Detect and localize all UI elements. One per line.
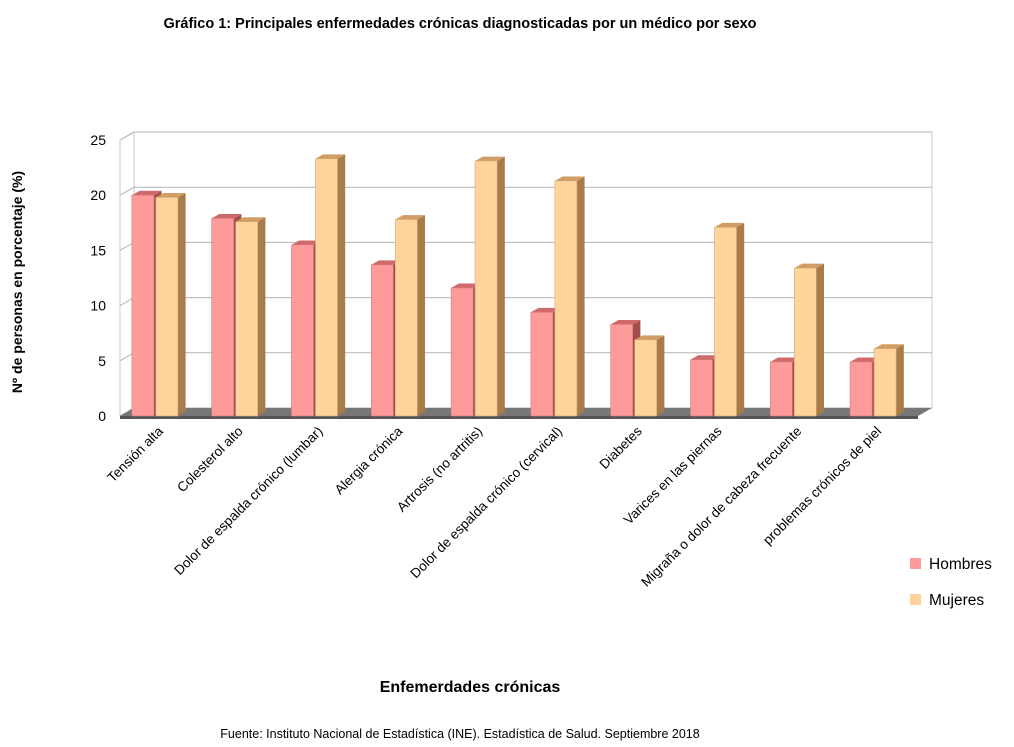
chart-title: Gráfico 1: Principales enfermedades crón… [163, 16, 757, 32]
bar-mujeres-9 [873, 344, 904, 417]
bar-top [315, 154, 346, 159]
bar-top [155, 193, 186, 198]
bar-top [714, 222, 745, 228]
x-tick-label: Alergia crónica [332, 423, 406, 497]
bar-front [315, 158, 338, 417]
bar-mujeres-0 [155, 193, 186, 417]
legend-label: Mujeres [929, 592, 984, 609]
bar-front [634, 339, 658, 417]
bar-front [394, 219, 418, 417]
bar-top [211, 213, 242, 219]
bar-front [474, 160, 498, 417]
bar-top [794, 263, 824, 269]
bar-front [155, 197, 179, 417]
plot-floor-edge [120, 416, 918, 419]
bar-mujeres-2 [315, 154, 346, 417]
y-axis-label: Nº de personas en porcentaje (%) [9, 171, 25, 393]
y-tick-label: 0 [98, 408, 106, 424]
bar-top [610, 319, 641, 325]
bar-mujeres-7 [714, 222, 745, 417]
bar-top [770, 357, 800, 362]
x-tick-label: Dolor de espalda crónico (lumbar) [171, 424, 325, 578]
gridline [119, 131, 932, 141]
x-tick-label: Dolor de espalda crónico (cervical) [407, 424, 565, 582]
bar-side [816, 263, 824, 416]
bar-top [235, 217, 266, 222]
bar-front [554, 180, 578, 417]
bar-front [211, 218, 234, 417]
bar-top [634, 335, 665, 340]
bar-side [257, 217, 266, 416]
bar-top [530, 307, 561, 313]
x-tick-label: Artrosis (no artritis) [394, 424, 485, 515]
bar-top [291, 240, 322, 245]
y-tick-label: 25 [90, 132, 106, 148]
legend: Hombres Mujeres [910, 556, 992, 609]
bar-top [371, 260, 401, 265]
bar-front [769, 361, 793, 417]
bar-front [235, 221, 258, 417]
bar-front [849, 361, 873, 417]
y-tick-label: 15 [90, 242, 106, 258]
bar-side [337, 154, 346, 417]
bar-mujeres-5 [554, 176, 585, 417]
bar-front [610, 324, 634, 417]
bar-side [177, 193, 186, 416]
bar-front [873, 348, 897, 417]
legend-swatch [910, 558, 921, 569]
bar-front [450, 287, 474, 417]
x-axis-label: Enfemerdades crónicas [380, 679, 561, 696]
bar-mujeres-4 [474, 156, 505, 417]
bar-top [554, 176, 585, 181]
bar-front [530, 311, 554, 417]
bar-top [395, 215, 425, 220]
bar-front [131, 194, 155, 417]
x-tick-label: Migraña o dolor de cabeza frecuente [638, 424, 804, 590]
bar-front [690, 359, 713, 417]
bar-top [690, 355, 721, 360]
legend-swatch [910, 594, 921, 605]
bars [131, 154, 904, 417]
legend-item-mujeres: Mujeres [910, 592, 984, 609]
bar-top [451, 283, 481, 288]
bar-side [736, 222, 745, 416]
bar-front [291, 244, 314, 417]
bar-front [370, 264, 394, 417]
bar-side [656, 335, 665, 416]
x-tick-label: Diabetes [597, 423, 645, 471]
bar-mujeres-6 [634, 335, 665, 417]
y-tick-label: 5 [98, 353, 106, 369]
bar-mujeres-3 [394, 215, 425, 417]
bar-side [896, 344, 904, 416]
source-note: Fuente: Instituto Nacional de Estadístic… [220, 727, 700, 741]
bar-side [576, 176, 585, 416]
bar-front [793, 267, 817, 417]
bar-side [497, 156, 505, 417]
bar-side [417, 215, 425, 416]
bar-top [475, 156, 505, 161]
bar-top [850, 357, 880, 362]
legend-item-hombres: Hombres [910, 556, 992, 573]
bar-top [874, 344, 904, 349]
bar-top [131, 190, 162, 196]
x-tick-label: Colesterol alto [174, 424, 246, 496]
bar-mujeres-1 [235, 217, 266, 417]
gridline [119, 186, 932, 196]
y-tick-label: 20 [90, 187, 106, 203]
bar-front [714, 226, 737, 417]
bar-mujeres-8 [793, 263, 824, 417]
x-tick-label: Tensión alta [104, 423, 166, 485]
y-tick-label: 10 [90, 298, 106, 314]
legend-label: Hombres [929, 556, 992, 573]
